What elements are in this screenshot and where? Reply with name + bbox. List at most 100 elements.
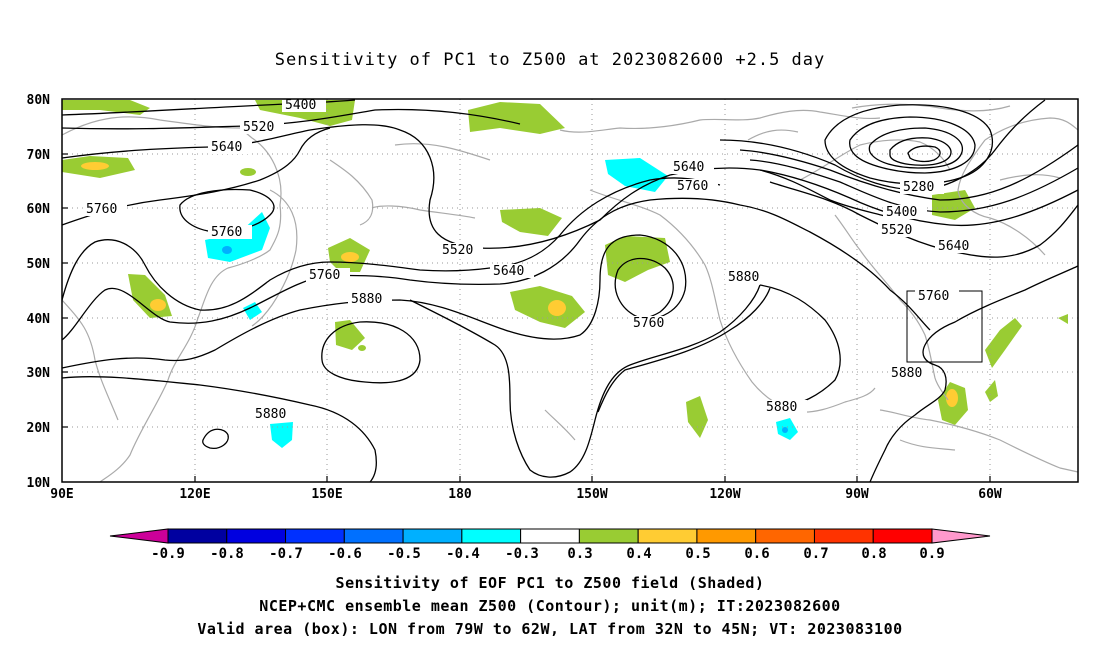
contour-label: 5520 xyxy=(243,120,274,135)
contour-line xyxy=(739,144,1079,201)
contour-label: 5520 xyxy=(881,223,912,238)
contour-label: 5280 xyxy=(903,180,934,195)
colorbar-cell xyxy=(813,528,874,544)
shade-orange xyxy=(81,162,109,170)
shade-cyan xyxy=(243,302,262,320)
lat-label: 60N xyxy=(27,202,51,217)
lon-label: 90E xyxy=(50,487,73,502)
colorbar-label: 0.7 xyxy=(803,546,828,562)
contour-line xyxy=(907,145,941,163)
coastline xyxy=(957,117,1079,256)
colorbar-cell xyxy=(578,528,639,544)
contour-label-layer: 5400 5520 5640 5760 5760 5760 5880 5880 … xyxy=(83,98,979,422)
colorbar-cell xyxy=(402,528,463,544)
lon-label: 120E xyxy=(179,487,210,502)
lat-labels: 80N 70N 60N 50N 40N 30N 20N 10N xyxy=(27,93,51,491)
lat-label: 70N xyxy=(27,148,51,163)
colorbar-end-low xyxy=(109,528,169,544)
colorbar-cell xyxy=(167,528,228,544)
contour-label: 5760 xyxy=(211,225,242,240)
coastline xyxy=(589,189,876,413)
colorbar-cell xyxy=(755,528,815,544)
colorbar-label: -0.9 xyxy=(151,546,185,562)
shade-orange xyxy=(946,389,958,407)
contour-line xyxy=(849,116,976,174)
coastline xyxy=(999,174,1061,181)
coastline xyxy=(251,189,298,327)
colorbar-label: -0.6 xyxy=(328,546,362,562)
contour-line xyxy=(202,428,229,449)
shade-blue xyxy=(222,246,232,254)
colorbar-cell xyxy=(520,528,580,544)
coastlines xyxy=(61,103,1079,483)
contour-label: 5760 xyxy=(918,289,949,304)
lat-label: 20N xyxy=(27,421,51,436)
lon-label: 150W xyxy=(576,487,607,502)
contour-line xyxy=(868,127,963,169)
colorbar-cell xyxy=(696,528,757,544)
colorbar-cell xyxy=(461,528,522,544)
coastline xyxy=(899,439,956,451)
colorbar-label: 0.5 xyxy=(685,546,710,562)
contour-label: 5760 xyxy=(633,316,664,331)
shade-blue xyxy=(782,427,788,433)
colorbar-label: -0.7 xyxy=(269,546,303,562)
colorbar-label: 0.9 xyxy=(919,546,944,562)
contour-line xyxy=(759,284,841,409)
coastline xyxy=(747,129,799,141)
lon-label: 90W xyxy=(845,487,869,502)
colorbar-label: 0.4 xyxy=(626,546,651,562)
contour-label: 5400 xyxy=(886,205,917,220)
contour-line xyxy=(179,188,275,233)
contour-line xyxy=(869,265,1079,483)
shade-green xyxy=(500,208,562,236)
coastline xyxy=(394,143,491,161)
coastline xyxy=(544,409,576,441)
contour-label: 5880 xyxy=(728,270,759,285)
map-title: Sensitivity of PC1 to Z500 at 2023082600… xyxy=(274,50,826,70)
lat-label: 40N xyxy=(27,312,51,327)
colorbar-label: -0.3 xyxy=(505,546,539,562)
lon-label: 180 xyxy=(448,487,472,502)
contour-line xyxy=(61,177,721,311)
contour-line xyxy=(61,99,356,116)
contour-label: 5640 xyxy=(211,140,242,155)
colorbar-cell xyxy=(343,528,404,544)
contour-label: 5640 xyxy=(938,239,969,254)
contour-label: 5760 xyxy=(677,179,708,194)
colorbar-label: -0.4 xyxy=(446,546,480,562)
caption-line-3: Valid area (box): LON from 79W to 62W, L… xyxy=(197,620,903,638)
colorbar-label: -0.5 xyxy=(387,546,421,562)
contour-label: 5520 xyxy=(442,243,473,258)
coastline xyxy=(879,409,1079,473)
colorbar-end-high xyxy=(931,528,991,544)
colorbar-cell xyxy=(872,528,933,544)
contour-line xyxy=(61,108,521,130)
shade-green xyxy=(932,190,975,220)
contour-line xyxy=(409,284,761,478)
lat-label: 50N xyxy=(27,257,51,272)
map-frame xyxy=(61,98,1079,483)
colorbar-label: -0.8 xyxy=(210,546,244,562)
contour-label: 5880 xyxy=(891,366,922,381)
shade-green xyxy=(358,345,366,351)
contour-label: 5760 xyxy=(309,268,340,283)
colorbar-label: 0.6 xyxy=(744,546,769,562)
contour-label: 5400 xyxy=(285,98,316,113)
shade-green xyxy=(62,100,150,115)
contour-line xyxy=(824,104,993,185)
coastline xyxy=(371,205,476,219)
lat-label: 80N xyxy=(27,93,51,108)
colorbar-cell xyxy=(637,528,698,544)
shade-green xyxy=(255,100,355,126)
axis-ticks xyxy=(62,153,991,482)
colorbar-cell xyxy=(285,528,345,544)
contour-line xyxy=(61,234,687,369)
contour-label: 5880 xyxy=(351,292,382,307)
coastline xyxy=(559,109,881,133)
contour-line xyxy=(61,197,931,341)
coastline xyxy=(834,214,949,401)
lon-label: 60W xyxy=(978,487,1002,502)
coastline xyxy=(799,139,951,181)
